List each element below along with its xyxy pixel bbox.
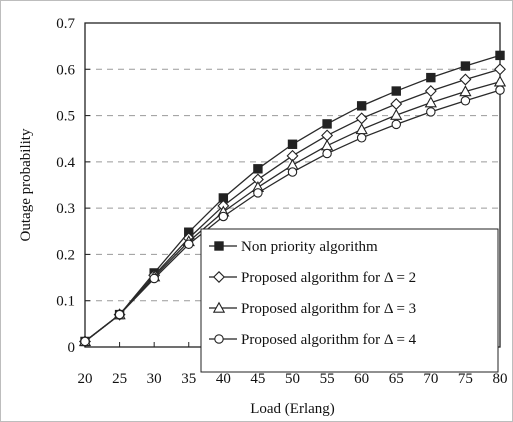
data-point [495,50,505,61]
data-point [424,96,437,108]
legend-label: Proposed algorithm for Δ = 2 [241,270,416,286]
data-point [459,73,472,86]
legend-entry: Non priority algorithm [209,239,378,255]
data-point [322,119,332,129]
x-tick-label: 65 [389,371,404,387]
x-tick-label: 80 [493,371,508,387]
data-point [460,96,471,106]
x-axis-ticks: 20 25 30 35 40 45 50 55 60 65 70 75 80 [78,342,508,387]
y-tick-label: 0.5 [56,109,75,125]
data-point [390,108,403,120]
data-point [391,86,401,96]
x-tick-label: 70 [423,371,438,387]
data-point [459,85,472,97]
data-point [424,85,437,98]
x-tick-label: 40 [216,371,231,387]
data-point [149,273,159,284]
legend-label: Proposed algorithm for Δ = 4 [241,332,417,348]
x-axis-label: Load (Erlang) [250,401,335,417]
data-point [426,72,436,83]
legend-marker [214,334,224,344]
x-tick-label: 50 [285,371,300,387]
x-tick-label: 20 [78,371,93,387]
x-tick-label: 30 [147,371,162,387]
y-tick-label: 0.4 [56,155,75,171]
legend: Non priority algorithm Proposed algorithm… [200,228,499,373]
y-tick-label: 0.1 [56,294,75,310]
x-tick-label: 55 [320,371,335,387]
data-point [495,85,505,95]
data-point [426,107,436,117]
y-axis-ticks: 0 0.1 0.2 0.3 0.4 0.5 0.6 0.7 [56,16,90,356]
legend-entry: Proposed algorithm for Δ = 2 [209,270,416,286]
data-point [253,164,263,174]
data-point [494,63,506,76]
x-tick-label: 45 [250,371,265,387]
data-point [80,336,90,347]
data-point [356,101,367,111]
y-tick-label: 0.6 [56,62,75,78]
legend-label: Proposed algorithm for Δ = 3 [241,301,416,317]
data-point [391,119,401,130]
data-point [287,139,298,149]
data-point [114,309,125,320]
legend-marker [214,241,224,251]
x-tick-label: 60 [354,371,369,387]
series-4 [80,85,505,347]
data-point [287,167,298,177]
y-axis-label: Outage probability [18,128,34,241]
data-point [218,211,229,222]
y-tick-label: 0.3 [56,201,75,217]
data-point [460,61,471,71]
legend-label: Non priority algorithm [241,239,378,255]
y-tick-label: 0.7 [56,16,75,32]
legend-marker [212,301,226,313]
legend-entry: Proposed algorithm for Δ = 3 [209,301,416,317]
x-tick-label: 25 [112,371,127,387]
legend-box [200,228,499,373]
data-point [356,133,367,143]
data-point [253,188,263,198]
x-tick-label: 75 [458,371,473,387]
data-point [184,239,194,249]
data-point [322,148,332,159]
legend-marker [213,271,225,283]
series-group [78,50,507,348]
x-tick-label: 35 [181,371,196,387]
legend-entry: Proposed algorithm for Δ = 4 [209,332,417,348]
y-tick-label: 0.2 [56,247,75,263]
y-tick-label: 0 [68,340,76,356]
